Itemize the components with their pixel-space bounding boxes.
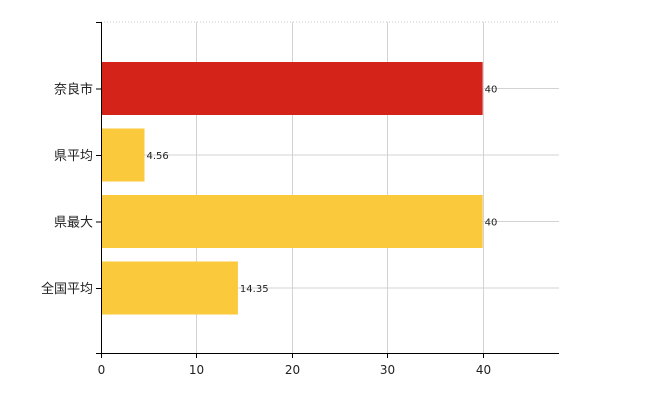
bar bbox=[101, 195, 483, 248]
category-label: 全国平均 bbox=[41, 281, 93, 297]
x-tick-label: 10 bbox=[189, 363, 204, 377]
data-label: 14.35 bbox=[240, 284, 269, 295]
x-tick-label: 40 bbox=[476, 363, 491, 377]
x-tick-label: 0 bbox=[98, 363, 106, 377]
data-label: 40 bbox=[485, 85, 498, 96]
bars bbox=[101, 62, 483, 315]
data-label: 4.56 bbox=[147, 151, 169, 162]
category-label: 県平均 bbox=[54, 149, 93, 164]
bar bbox=[101, 62, 483, 115]
x-tick-label: 20 bbox=[285, 363, 300, 377]
x-tick-label: 30 bbox=[380, 363, 395, 377]
data-label: 40 bbox=[485, 218, 498, 229]
bar bbox=[101, 128, 145, 182]
category-label: 奈良市 bbox=[54, 82, 93, 98]
category-label: 県最大 bbox=[54, 216, 93, 231]
axes bbox=[96, 22, 559, 358]
bar bbox=[101, 261, 238, 315]
